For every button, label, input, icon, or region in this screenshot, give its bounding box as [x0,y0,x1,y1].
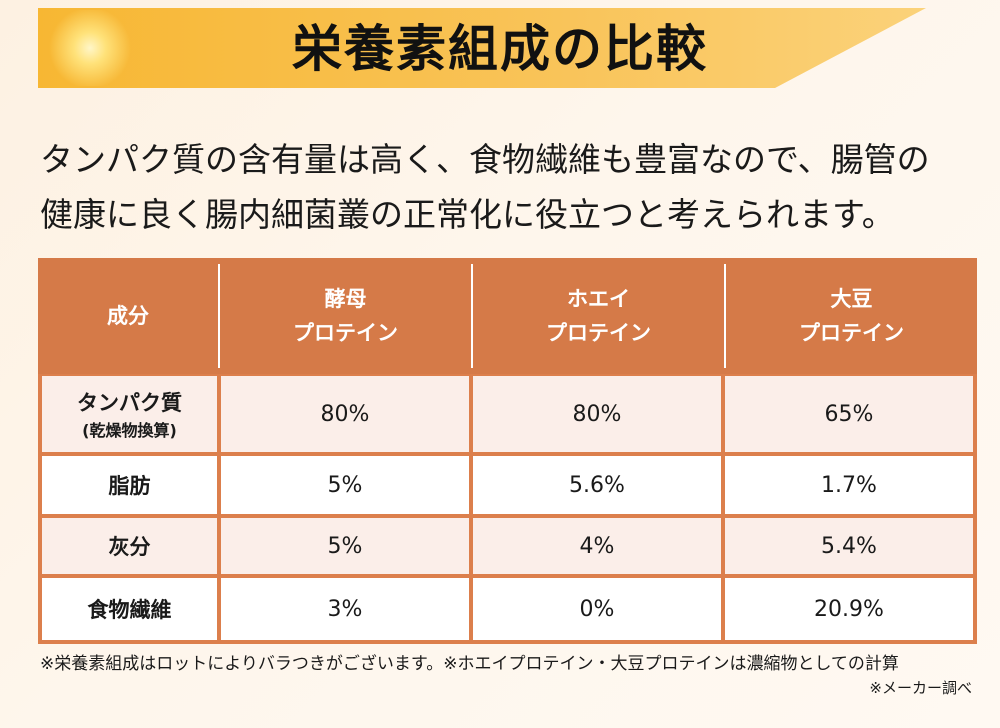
value-cell: 5% [221,518,469,574]
value-cell: 20.9% [725,578,973,640]
sun-glow-decoration [40,10,140,86]
value-cell: 80% [473,376,721,452]
value-cell: 0% [473,578,721,640]
row-label-cell: タンパク質 (乾燥物換算) [42,376,217,452]
table-header: 成分 酵母 プロテイン ホエイ プロテイン 大豆 プロテイン [38,258,977,374]
value-cell: 5.6% [473,456,721,514]
header-cell-soy: 大豆 プロテイン [726,258,977,374]
header-divider [471,264,473,368]
header-cell-whey: ホエイ プロテイン [473,258,724,374]
header-cell-component: 成分 [38,258,218,374]
value-cell: 3% [221,578,469,640]
row-label: 脂肪 [42,456,217,514]
table-row: 灰分 5% 4% 5.4% [42,518,973,574]
header-cell-yeast: 酵母 プロテイン [220,258,471,374]
value-cell: 4% [473,518,721,574]
table-row: 食物繊維 3% 0% 20.9% [42,578,973,640]
row-label: 灰分 [42,518,217,574]
page-title: 栄養素組成の比較 [292,20,708,78]
header-label: ホエイ [567,287,630,311]
header-label: 大豆 [830,287,873,311]
footnote: ※栄養素組成はロットによりバラつきがございます。※ホエイプロテイン・大豆プロテイ… [40,654,899,674]
value-cell: 80% [221,376,469,452]
header-label: プロテイン [546,321,651,345]
row-sublabel: (乾燥物換算) [82,421,177,440]
value-cell: 5.4% [725,518,973,574]
table-row: タンパク質 (乾燥物換算) 80% 80% 65% [42,376,973,452]
value-cell: 1.7% [725,456,973,514]
row-label: タンパク質 [77,391,182,415]
lead-text: タンパク質の含有量は高く、食物繊維も豊富なので、腸管の 健康に良く腸内細菌叢の正… [40,132,970,242]
value-cell: 65% [725,376,973,452]
header-label: 酵母 [324,287,367,311]
header-divider [218,264,220,368]
header-label: プロテイン [293,321,398,345]
row-label: 食物繊維 [42,578,217,640]
header-label: 成分 [107,304,149,328]
table-row: 脂肪 5% 5.6% 1.7% [42,456,973,514]
lead-line-1: タンパク質の含有量は高く、食物繊維も豊富なので、腸管の [40,140,930,179]
lead-line-2: 健康に良く腸内細菌叢の正常化に役立つと考えられます。 [40,195,895,234]
source-note: ※メーカー調べ [869,679,972,697]
header-divider [724,264,726,368]
header-label: プロテイン [799,321,904,345]
value-cell: 5% [221,456,469,514]
title-banner [38,8,926,88]
comparison-table: 成分 酵母 プロテイン ホエイ プロテイン 大豆 プロテイン [38,258,977,644]
